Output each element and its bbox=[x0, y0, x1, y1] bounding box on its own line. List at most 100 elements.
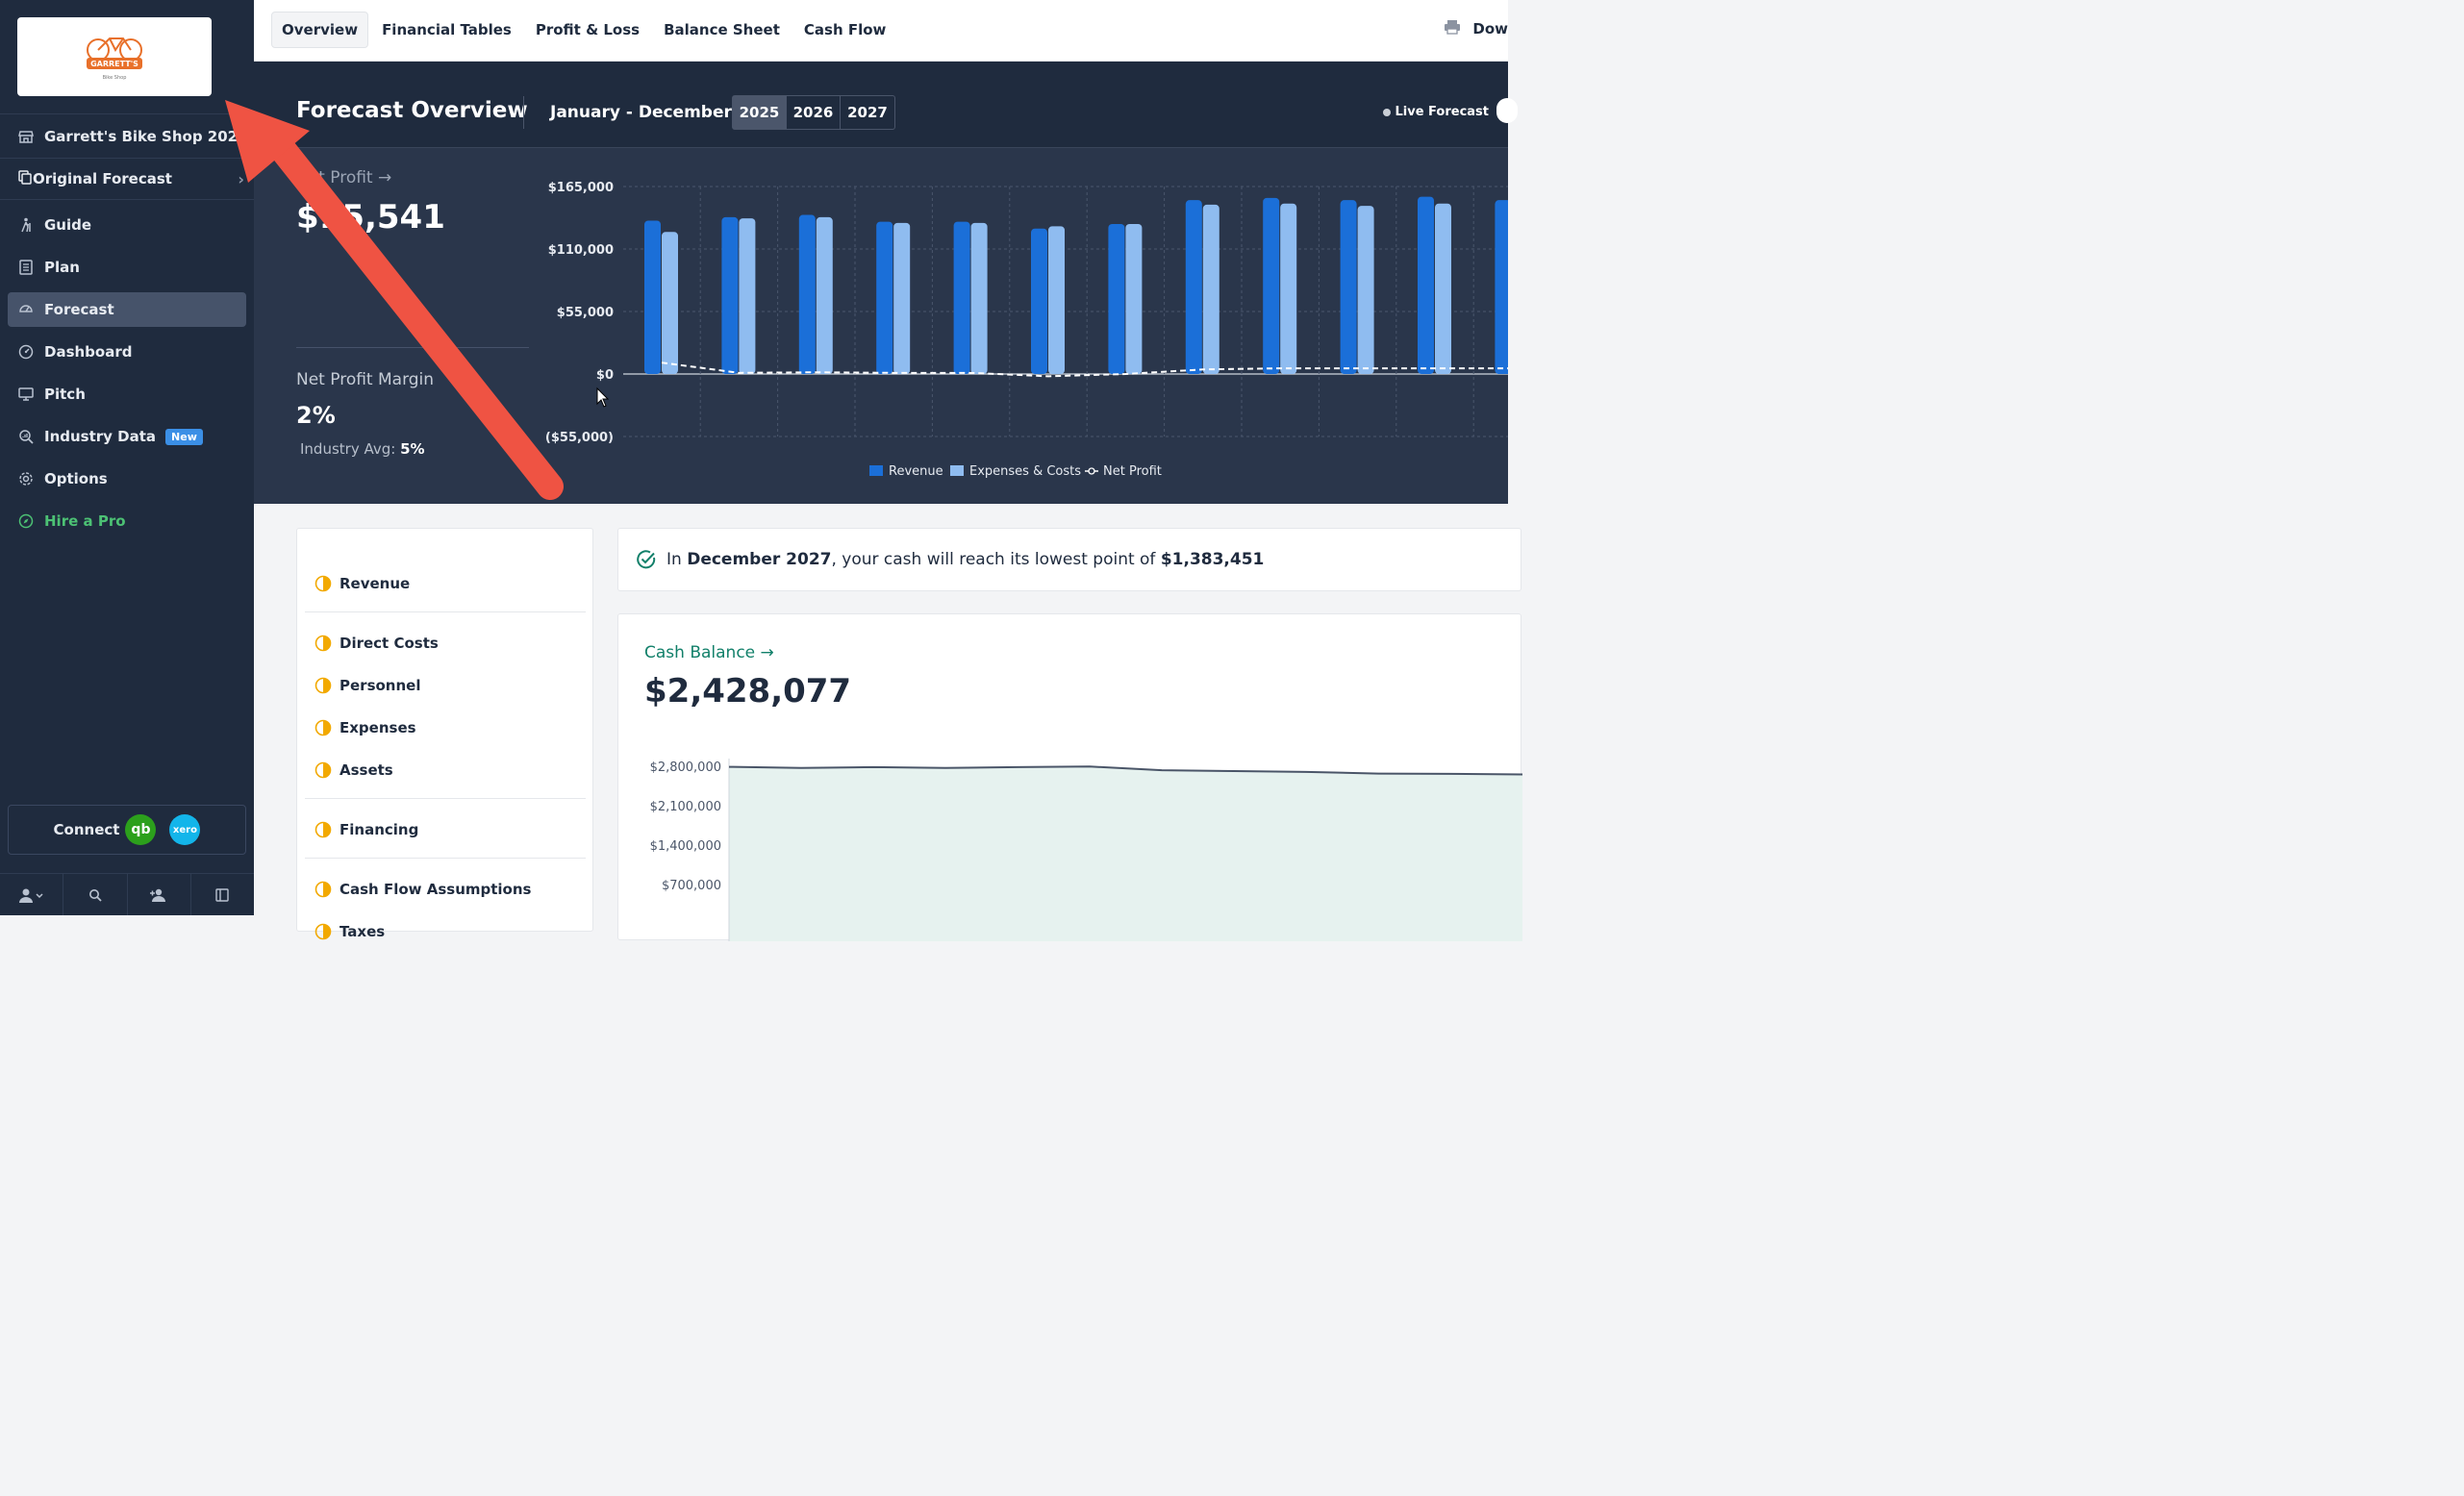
sidebar-item-guide[interactable]: Guide bbox=[8, 208, 246, 242]
sidebar-item-label: Hire a Pro bbox=[44, 512, 126, 530]
y-tick-label: $0 bbox=[596, 368, 614, 383]
category-personnel[interactable]: Personnel bbox=[314, 677, 420, 694]
year-button-2027[interactable]: 2027 bbox=[847, 104, 888, 121]
sidebar-item-forecast[interactable]: Forecast bbox=[8, 292, 246, 327]
xero-icon[interactable]: xero bbox=[169, 814, 201, 845]
sidebar: GARRETT'S Bike Shop Garrett's Bike Shop … bbox=[0, 0, 254, 915]
cash-balance-chart: $2,800,000 $2,100,000 $1,400,000 $700,000 bbox=[650, 759, 1522, 941]
revenue-bar bbox=[644, 220, 661, 374]
metric-divider bbox=[296, 347, 529, 348]
y-tick-label: $165,000 bbox=[548, 181, 614, 195]
svg-text:Bike Shop: Bike Shop bbox=[103, 75, 127, 81]
cash-balance-card: Cash Balance → $2,428,077 $2,800,000 $2,1… bbox=[617, 613, 1522, 941]
y-tick-label: $55,000 bbox=[557, 306, 614, 320]
category-label: Expenses bbox=[339, 719, 416, 736]
company-logo[interactable]: GARRETT'S Bike Shop bbox=[17, 17, 212, 96]
alert-text: , your cash will reach its lowest point … bbox=[831, 550, 1156, 569]
svg-text:GARRETT'S: GARRETT'S bbox=[90, 60, 138, 68]
sidebar-item-dashboard[interactable]: Dashboard bbox=[8, 335, 246, 369]
quickbooks-icon[interactable]: qb bbox=[125, 814, 157, 845]
industry-average: Industry Avg: 5% bbox=[300, 440, 425, 458]
overview-header: Forecast Overview January - December 202… bbox=[254, 62, 1518, 148]
download-label: Dow bbox=[1472, 20, 1508, 37]
cash-balance-line bbox=[728, 765, 1522, 776]
half-complete-icon bbox=[314, 677, 332, 694]
tab-financial-tables[interactable]: Financial Tables bbox=[382, 21, 512, 38]
legend-net-profit-label: Net Profit bbox=[1103, 464, 1162, 479]
expenses-bar bbox=[1125, 224, 1143, 374]
bike-logo-icon: GARRETT'S Bike Shop bbox=[87, 37, 142, 81]
net-profit-link[interactable]: Net Profit → bbox=[296, 168, 392, 187]
user-menu-button[interactable] bbox=[0, 874, 64, 915]
sidebar-item-label: Industry Data bbox=[44, 428, 157, 445]
live-forecast-label: Live Forecast bbox=[1395, 105, 1490, 119]
tab-cash-flow[interactable]: Cash Flow bbox=[803, 21, 887, 38]
alert-amount: $1,383,451 bbox=[1160, 550, 1265, 569]
toggle-sidebar-button[interactable] bbox=[191, 874, 254, 915]
revenue-bar bbox=[953, 221, 970, 374]
net-profit-margin-label: Net Profit Margin bbox=[296, 370, 435, 389]
user-icon bbox=[18, 888, 43, 903]
search-button[interactable] bbox=[63, 874, 128, 915]
live-forecast-indicator[interactable]: Live Forecast bbox=[1382, 105, 1490, 119]
expenses-bar bbox=[1435, 203, 1451, 374]
category-cash-flow-assumptions[interactable]: Cash Flow Assumptions bbox=[314, 881, 531, 898]
category-revenue[interactable]: Revenue bbox=[314, 575, 410, 592]
sidebar-item-label: Pitch bbox=[44, 386, 86, 403]
sidebar-item-options[interactable]: Options bbox=[8, 461, 246, 496]
sidebar-item-industry-data[interactable]: Industry Data New bbox=[8, 419, 246, 454]
sidebar-nav: Guide Plan Forecast Dashboard Pitch bbox=[8, 208, 246, 546]
category-assets[interactable]: Assets bbox=[314, 761, 393, 779]
alert-date: December 2027 bbox=[687, 550, 832, 569]
revenue-bar bbox=[1185, 200, 1202, 374]
category-financing[interactable]: Financing bbox=[314, 821, 418, 838]
tab-balance-sheet[interactable]: Balance Sheet bbox=[664, 21, 780, 38]
year-button-2025[interactable]: 2025 bbox=[733, 96, 787, 129]
download-button[interactable]: Dow bbox=[1444, 19, 1508, 38]
category-label: Personnel bbox=[339, 677, 421, 694]
sidebar-item-pitch[interactable]: Pitch bbox=[8, 377, 246, 411]
cash-balance-area bbox=[729, 766, 1522, 941]
sidebar-item-label: Plan bbox=[44, 259, 80, 276]
category-label: Financing bbox=[339, 821, 419, 838]
page-title: Forecast Overview bbox=[296, 98, 528, 123]
half-complete-icon bbox=[314, 635, 332, 652]
net-profit-margin-value: 2% bbox=[296, 402, 336, 429]
category-label: Taxes bbox=[339, 923, 386, 940]
category-divider bbox=[305, 858, 586, 859]
sidebar-item-label: Dashboard bbox=[44, 343, 133, 361]
sidebar-item-hire-a-pro[interactable]: Hire a Pro bbox=[8, 504, 246, 538]
business-name: Garrett's Bike Shop 2025 bbox=[44, 127, 248, 145]
half-complete-icon bbox=[314, 719, 332, 736]
expenses-bar bbox=[1202, 204, 1219, 374]
tab-overview[interactable]: Overview bbox=[271, 12, 369, 48]
category-expenses[interactable]: Expenses bbox=[314, 719, 416, 736]
legend-expenses-label: Expenses & Costs bbox=[969, 464, 1081, 479]
tab-profit-and-loss[interactable]: Profit & Loss bbox=[535, 21, 641, 38]
sidebar-item-label: Options bbox=[44, 470, 108, 487]
monitor-icon bbox=[17, 386, 35, 403]
expenses-bar bbox=[970, 222, 988, 374]
y-tick-label: $2,800,000 bbox=[650, 760, 721, 775]
category-label: Cash Flow Assumptions bbox=[339, 881, 532, 898]
category-direct-costs[interactable]: Direct Costs bbox=[314, 635, 439, 652]
sidebar-item-plan[interactable]: Plan bbox=[8, 250, 246, 285]
cash-balance-value: $2,428,077 bbox=[644, 672, 852, 711]
printer-icon bbox=[1444, 19, 1461, 38]
y-tick-label: $2,100,000 bbox=[650, 800, 721, 814]
lower-section: Revenue Direct Costs Personnel Expenses … bbox=[254, 504, 1522, 941]
expenses-bar bbox=[893, 222, 911, 374]
business-selector[interactable]: Garrett's Bike Shop 2025 bbox=[0, 113, 254, 158]
category-taxes[interactable]: Taxes bbox=[314, 923, 385, 940]
half-complete-icon bbox=[314, 923, 332, 940]
add-user-button[interactable] bbox=[128, 874, 191, 915]
connect-integrations[interactable]: Connect qb xero bbox=[8, 805, 246, 855]
live-forecast-toggle[interactable] bbox=[1496, 98, 1518, 123]
forecast-selector[interactable]: Original Forecast › bbox=[0, 158, 254, 200]
alert-prefix: In bbox=[666, 550, 682, 569]
status-dot-icon bbox=[1382, 108, 1391, 116]
revenue-bar bbox=[798, 214, 816, 374]
cash-balance-link[interactable]: Cash Balance → bbox=[644, 643, 774, 662]
industry-average-value: 5% bbox=[400, 440, 425, 458]
year-button-2026[interactable]: 2026 bbox=[787, 96, 841, 129]
